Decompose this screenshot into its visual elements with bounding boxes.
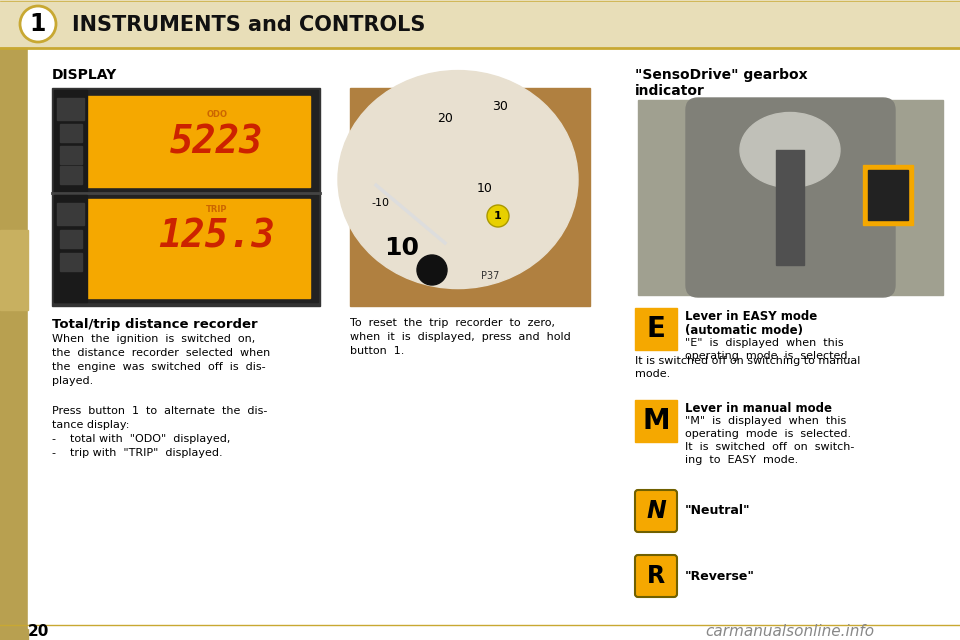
Bar xyxy=(635,490,677,532)
Text: when  it  is  displayed,  press  and  hold: when it is displayed, press and hold xyxy=(350,332,571,342)
Bar xyxy=(635,555,677,597)
Text: -    total with  "ODO"  displayed,: - total with "ODO" displayed, xyxy=(52,434,230,444)
Bar xyxy=(57,203,84,225)
Bar xyxy=(60,166,82,184)
Text: played.: played. xyxy=(52,376,93,386)
Text: P37: P37 xyxy=(481,271,499,281)
Bar xyxy=(52,88,320,306)
Text: the  engine  was  switched  off  is  dis-: the engine was switched off is dis- xyxy=(52,362,266,372)
Bar xyxy=(60,230,82,248)
Text: mode.: mode. xyxy=(635,369,670,379)
Bar xyxy=(0,48,28,640)
Text: indicator: indicator xyxy=(635,84,705,98)
Bar xyxy=(54,195,87,302)
Text: 10: 10 xyxy=(477,182,492,195)
Text: operating  mode  is  selected.: operating mode is selected. xyxy=(685,429,852,439)
Circle shape xyxy=(487,205,509,227)
Text: 10: 10 xyxy=(385,236,420,260)
Bar xyxy=(54,195,318,302)
Text: -    trip with  "TRIP"  displayed.: - trip with "TRIP" displayed. xyxy=(52,448,223,458)
Circle shape xyxy=(417,255,447,285)
Text: Lever in manual mode: Lever in manual mode xyxy=(685,402,832,415)
Text: It  is  switched  off  on  switch-: It is switched off on switch- xyxy=(685,442,854,452)
Bar xyxy=(87,96,310,187)
Bar xyxy=(776,150,804,265)
Bar xyxy=(60,124,82,142)
Text: To  reset  the  trip  recorder  to  zero,: To reset the trip recorder to zero, xyxy=(350,318,555,328)
Bar xyxy=(54,90,87,193)
Text: N: N xyxy=(646,499,666,523)
Text: tance display:: tance display: xyxy=(52,420,130,430)
Text: operating  mode  is  selected.: operating mode is selected. xyxy=(685,351,852,361)
Bar xyxy=(350,88,590,306)
Text: It is switched off on switching to manual: It is switched off on switching to manua… xyxy=(635,356,860,366)
Text: R: R xyxy=(647,564,665,588)
Ellipse shape xyxy=(338,70,578,289)
Text: "M"  is  displayed  when  this: "M" is displayed when this xyxy=(685,416,847,426)
Text: ing  to  EASY  mode.: ing to EASY mode. xyxy=(685,455,799,465)
Text: -10: -10 xyxy=(371,198,389,208)
Bar xyxy=(60,146,82,164)
Bar xyxy=(635,400,677,442)
Text: "SensoDrive" gearbox: "SensoDrive" gearbox xyxy=(635,68,807,82)
Text: 1: 1 xyxy=(494,211,502,221)
Bar xyxy=(54,90,318,193)
Bar xyxy=(60,253,82,271)
Text: 20: 20 xyxy=(437,111,453,125)
Bar xyxy=(0,230,28,310)
Text: 20: 20 xyxy=(27,625,49,639)
Text: carmanualsonline.info: carmanualsonline.info xyxy=(706,625,875,639)
Text: "Reverse": "Reverse" xyxy=(685,570,755,582)
Text: 1: 1 xyxy=(30,12,46,36)
Text: button  1.: button 1. xyxy=(350,346,404,356)
Bar xyxy=(87,199,310,298)
Text: 125.3: 125.3 xyxy=(158,217,276,255)
Bar xyxy=(57,98,84,120)
Text: DISPLAY: DISPLAY xyxy=(52,68,117,82)
Bar xyxy=(863,165,913,225)
Text: TRIP: TRIP xyxy=(206,205,228,214)
Ellipse shape xyxy=(740,113,840,188)
Text: the  distance  recorder  selected  when: the distance recorder selected when xyxy=(52,348,271,358)
Text: Press  button  1  to  alternate  the  dis-: Press button 1 to alternate the dis- xyxy=(52,406,268,416)
Text: 30: 30 xyxy=(492,99,508,113)
Text: (automatic mode): (automatic mode) xyxy=(685,324,803,337)
Text: E: E xyxy=(647,315,665,343)
Text: Total/trip distance recorder: Total/trip distance recorder xyxy=(52,318,257,331)
Text: M: M xyxy=(642,407,670,435)
Text: Lever in EASY mode: Lever in EASY mode xyxy=(685,310,817,323)
Text: "E"  is  displayed  when  this: "E" is displayed when this xyxy=(685,338,844,348)
Text: When  the  ignition  is  switched  on,: When the ignition is switched on, xyxy=(52,334,255,344)
Text: "Neutral": "Neutral" xyxy=(685,504,751,518)
Bar xyxy=(0,0,960,48)
Bar xyxy=(635,308,677,350)
Bar xyxy=(638,100,943,295)
Text: ODO: ODO xyxy=(206,110,228,119)
Text: INSTRUMENTS and CONTROLS: INSTRUMENTS and CONTROLS xyxy=(72,15,425,35)
Circle shape xyxy=(20,6,56,42)
FancyBboxPatch shape xyxy=(686,98,895,297)
Text: 5223: 5223 xyxy=(170,123,264,161)
Bar xyxy=(868,170,908,220)
